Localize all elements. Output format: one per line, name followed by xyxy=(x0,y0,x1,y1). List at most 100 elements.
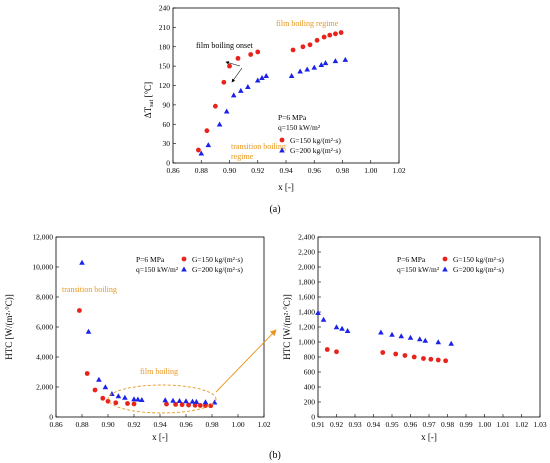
chart-b-right-ytick-label: 0 xyxy=(311,413,315,422)
chart-b-right-point-g200 xyxy=(407,334,414,340)
chart-b-right-frame xyxy=(317,236,541,418)
chart-b-left-point-g200 xyxy=(183,398,189,404)
chart-a-point-g150 xyxy=(307,42,313,48)
chart-b-right-ytick-label: 200 xyxy=(304,398,316,407)
chart-b-right-point-g150 xyxy=(443,358,449,364)
chart-a-legend-g200: G=200 kg/(m²·s) xyxy=(290,146,341,155)
chart-a-xtick-label: 0.86 xyxy=(166,166,179,175)
chart-a-ytick-label: 240 xyxy=(159,4,171,13)
chart-b-left-point-g150 xyxy=(186,402,192,408)
chart-b-right-point-g200 xyxy=(422,337,429,343)
chart-b-left-point-g200 xyxy=(79,259,85,265)
chart-b-right-xtick-label: 0.99 xyxy=(459,420,472,429)
chart-b-right-legend-p: P=6 MPa xyxy=(397,255,426,264)
chart-b-right-legend-triangle xyxy=(442,266,448,272)
chart-b-left-point-g200 xyxy=(102,384,109,390)
chart-a-xtick-label: 0.96 xyxy=(308,166,321,175)
chart-b-right-ytick-label: 1,000 xyxy=(298,338,315,347)
chart-b-right-ytick-label: 1,600 xyxy=(298,293,315,302)
chart-b-right-xtick-label: 0.92 xyxy=(330,420,343,429)
chart-b-right-point-g150 xyxy=(402,353,408,358)
chart-b-left-xtick-label: 0.98 xyxy=(205,420,218,429)
chart-b-left-legend-circle xyxy=(181,256,187,262)
chart-b-right-legend-q: q=150 kW/m² xyxy=(397,265,440,274)
chart-b-left-point-g200 xyxy=(139,396,145,402)
chart-a-point-g150 xyxy=(290,47,296,53)
chart-b-right-legend-g200: G=200 kg/(m²·s) xyxy=(453,265,504,274)
chart-b-right-ytick-label: 400 xyxy=(304,383,316,392)
chart-a-point-g200 xyxy=(304,66,310,72)
chart-b-left-ytick-label: 12,000 xyxy=(32,233,53,242)
chart-b-left-xtick-label: 0.86 xyxy=(49,420,62,429)
chart-a-point-g150 xyxy=(255,49,261,55)
chart-a-ytick-label: 180 xyxy=(159,42,171,51)
chart-b-right-ytick-label: 1,800 xyxy=(298,278,315,287)
chart-a-arrow-1 xyxy=(225,61,241,67)
chart-a-xtick-label: 1.00 xyxy=(364,166,377,175)
chart-a-ytick-label: 90 xyxy=(163,100,171,109)
chart-a-point-g200 xyxy=(223,108,230,114)
chart-b-right-point-g150 xyxy=(411,354,417,360)
chart-a-point-g150 xyxy=(338,30,344,35)
chart-a-annotation-film: film boiling regime xyxy=(276,19,339,28)
chart-a-ytick-label: 0 xyxy=(166,159,170,168)
chart-a-point-g200 xyxy=(263,73,270,79)
chart-b-left-point-g150 xyxy=(192,402,198,408)
chart-b-right-xtick-label: 0.95 xyxy=(385,420,398,429)
chart-b-left-annotation-transition: transition boiling xyxy=(62,285,117,294)
chart-a-legend-q: q=150 kW/m² xyxy=(278,123,321,132)
chart-a-annotation-transition-2: regime xyxy=(231,152,254,161)
chart-b-left-ylabel: HTC [W/(m²·°C)] xyxy=(4,294,14,360)
chart-a-point-g200 xyxy=(322,60,329,66)
chart-a-ytick-label: 150 xyxy=(159,62,171,71)
chart-a-points xyxy=(196,30,349,156)
chart-b-left-xlabel: x [-] xyxy=(152,432,168,442)
chart-b-left-xtick-label: 0.92 xyxy=(127,420,140,429)
chart-b-left-legend-g150: G=150 kg/(m²·s) xyxy=(192,255,243,264)
chart-b-left-legend-p: P=6 MPa xyxy=(136,255,165,264)
chart-a-xtick-label: 0.90 xyxy=(223,166,236,175)
chart-b-right-xtick-label: 1.02 xyxy=(515,420,528,429)
chart-a-point-g200 xyxy=(254,77,261,83)
chart-b-left-point-g150 xyxy=(100,395,106,401)
chart-a-annotation-transition-1: transition boiling xyxy=(231,142,286,151)
chart-a-point-g200 xyxy=(332,58,339,64)
chart-b-right-ytick-label: 2,200 xyxy=(298,248,315,257)
chart-b-right-point-g200 xyxy=(320,316,327,322)
chart-a-arrow-2 xyxy=(231,67,243,83)
chart-b-left-point-g150 xyxy=(131,401,137,407)
chart-a-point-g150 xyxy=(314,37,320,43)
chart-a-point-g200 xyxy=(245,83,251,89)
chart-a-point-g150 xyxy=(227,63,232,69)
chart-b-left-ticks: 0.86 0.88 0.90 0.92 0.94 0.96 0.98 1.00 1.02 0 2,0… xyxy=(32,233,270,430)
chart-b-right-ytick-label: 600 xyxy=(304,368,316,377)
chart-b-left-highlight-ellipse xyxy=(107,384,217,414)
chart-b-left-points xyxy=(77,259,218,409)
chart-a-ylabel: ΔTsat [°C] xyxy=(143,82,155,118)
chart-b-right-xlabel: x [-] xyxy=(421,432,437,442)
chart-a-point-g200 xyxy=(230,92,237,98)
chart-b-right-point-g150 xyxy=(334,349,339,355)
caption-a: (a) xyxy=(269,204,280,215)
chart-a-point-g150 xyxy=(327,32,333,38)
chart-a: 0.86 0.88 0.90 0.92 0.94 0.96 0.98 1.00 1.02 0 30 6… xyxy=(143,4,406,193)
chart-b-right-point-g200 xyxy=(416,336,423,342)
chart-a-point-g150 xyxy=(300,44,306,50)
chart-b-left-point-g150 xyxy=(173,402,179,407)
chart-b-right-legend-g150: G=150 kg/(m²·s) xyxy=(453,255,504,264)
chart-a-ytick-label: 30 xyxy=(163,139,171,148)
chart-b-right-point-g150 xyxy=(380,350,386,355)
chart-b-right-ytick-label: 1,400 xyxy=(298,308,315,317)
chart-b-right: 0.91 0.92 0.93 0.94 0.95 0.96 0.97 0.98 0.99 1.00… xyxy=(282,233,547,443)
chart-b-right-point-g200 xyxy=(315,309,321,315)
chart-a-point-g200 xyxy=(288,73,295,79)
chart-b-left-point-g200 xyxy=(131,396,137,402)
chart-a-point-g150 xyxy=(221,79,227,85)
chart-a-point-g200 xyxy=(259,74,265,80)
chart-a-point-g200 xyxy=(342,56,349,62)
chart-b-left-point-g200 xyxy=(115,393,122,399)
chart-b-left-frame xyxy=(55,236,265,418)
chart-a-ytick-label: 120 xyxy=(159,81,171,90)
chart-b-left-point-g150 xyxy=(179,402,185,408)
